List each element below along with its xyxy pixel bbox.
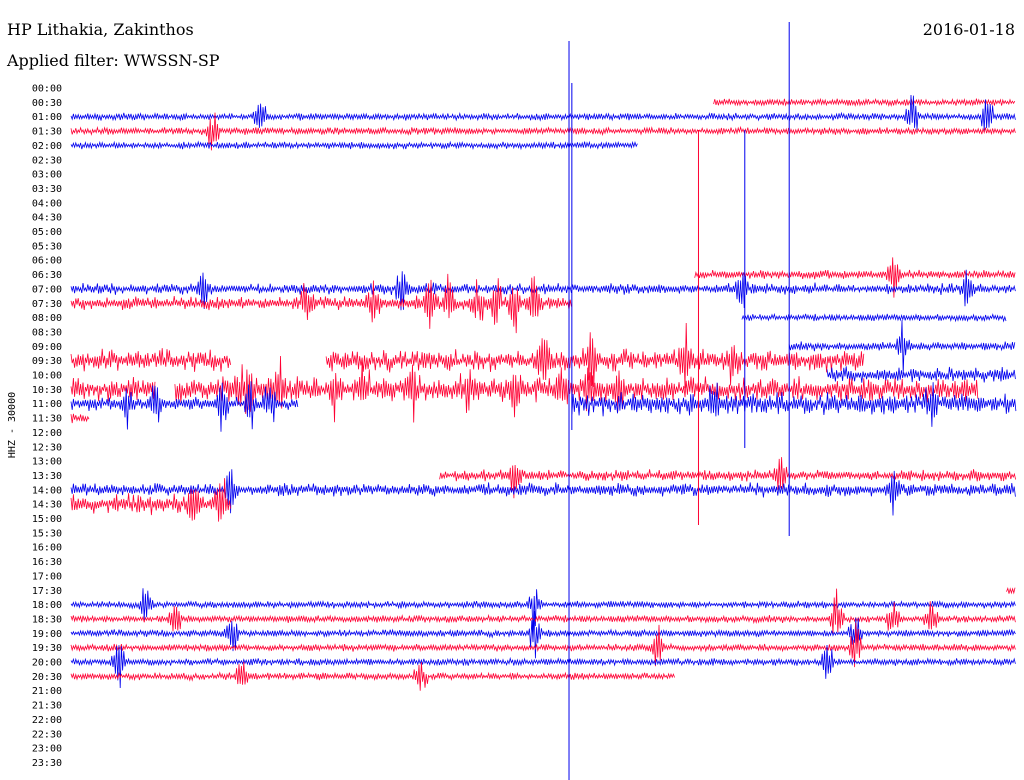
tick-label: 05:00 xyxy=(32,227,62,238)
tick-label: 02:30 xyxy=(32,155,62,166)
trace-blue-1 xyxy=(70,94,1016,131)
tick-label: 00:30 xyxy=(32,98,62,109)
tick-label: 04:00 xyxy=(32,198,62,209)
trace-red-2 xyxy=(70,112,1016,151)
trace-red-20 xyxy=(1006,587,1016,595)
tick-label: 05:30 xyxy=(32,241,62,252)
tick-label: 03:30 xyxy=(32,184,62,195)
tick-label: 11:00 xyxy=(32,399,62,410)
tick-label: 21:00 xyxy=(32,686,62,697)
tick-label: 12:30 xyxy=(32,442,62,453)
trace-red-17 xyxy=(439,457,1016,499)
tick-label: 07:00 xyxy=(32,284,62,295)
trace-red-24 xyxy=(70,622,1016,668)
y-axis-label: HHZ - 30000 xyxy=(7,392,18,458)
trace-blue-18 xyxy=(70,469,1016,516)
tick-label: 07:30 xyxy=(32,299,62,310)
station-title: HP Lithakia, Zakinthos xyxy=(7,20,194,39)
tick-label: 08:00 xyxy=(32,313,62,324)
tick-label: 13:30 xyxy=(32,471,62,482)
trace-blue-11 xyxy=(826,366,1016,383)
tick-label: 04:30 xyxy=(32,213,62,224)
trace-blue-7 xyxy=(741,312,1007,323)
tick-label: 06:00 xyxy=(32,256,62,267)
tick-label: 17:00 xyxy=(32,571,62,582)
tick-label: 09:00 xyxy=(32,342,62,353)
tick-label: 23:30 xyxy=(32,758,62,769)
trace-blue-15 xyxy=(571,382,1017,427)
tick-label: 01:30 xyxy=(32,127,62,138)
date-label: 2016-01-18 xyxy=(922,20,1015,39)
tick-label: 19:30 xyxy=(32,643,62,654)
tick-label: 14:00 xyxy=(32,485,62,496)
tick-label: 00:00 xyxy=(32,84,62,95)
tick-label: 16:00 xyxy=(32,543,62,554)
tick-label: 10:00 xyxy=(32,371,62,382)
trace-red-0 xyxy=(713,97,1016,108)
tick-label: 14:30 xyxy=(32,500,62,511)
trace-red-9 xyxy=(70,348,231,372)
tick-label: 23:00 xyxy=(32,744,62,755)
tick-label: 15:00 xyxy=(32,514,62,525)
tick-label: 11:30 xyxy=(32,414,62,425)
trace-red-12 xyxy=(70,376,156,402)
time-tick-labels: 00:00 00:30 01:00 01:30 02:00 02:30 03:00 03:30… xyxy=(32,84,62,769)
tick-label: 03:00 xyxy=(32,170,62,181)
tick-label: 12:00 xyxy=(32,428,62,439)
trace-red-26 xyxy=(70,661,675,691)
tick-label: 19:00 xyxy=(32,629,62,640)
trace-red-19 xyxy=(70,478,231,522)
tick-label: 09:30 xyxy=(32,356,62,367)
tick-label: 17:30 xyxy=(32,586,62,597)
seismic-traces xyxy=(70,94,1017,691)
tick-label: 13:00 xyxy=(32,457,62,468)
trace-blue-8 xyxy=(788,320,1016,374)
trace-blue-3 xyxy=(70,140,638,151)
tick-label: 06:30 xyxy=(32,270,62,281)
tick-label: 22:30 xyxy=(32,729,62,740)
trace-red-16 xyxy=(70,413,90,424)
tick-label: 16:30 xyxy=(32,557,62,568)
tick-label: 22:00 xyxy=(32,715,62,726)
tick-label: 02:00 xyxy=(32,141,62,152)
tick-label: 15:30 xyxy=(32,528,62,539)
trace-blue-5 xyxy=(70,269,1016,311)
tick-label: 18:30 xyxy=(32,614,62,625)
trace-blue-21 xyxy=(70,588,1016,635)
tick-label: 21:30 xyxy=(32,701,62,712)
trace-red-6 xyxy=(70,273,572,334)
trace-red-13 xyxy=(174,355,979,423)
trace-red-10 xyxy=(325,322,865,389)
tick-label: 01:00 xyxy=(32,112,62,123)
trace-blue-25 xyxy=(70,644,1016,689)
tick-label: 20:30 xyxy=(32,672,62,683)
trace-blue-23 xyxy=(70,610,1016,659)
tick-label: 18:00 xyxy=(32,600,62,611)
trace-blue-14 xyxy=(70,381,299,432)
trace-red-4 xyxy=(694,257,1016,298)
tick-label: 10:30 xyxy=(32,385,62,396)
tick-label: 20:00 xyxy=(32,658,62,669)
seismic-spikes xyxy=(568,22,790,780)
filter-label: Applied filter: WWSSN-SP xyxy=(7,51,220,70)
tick-label: 08:30 xyxy=(32,327,62,338)
trace-red-22 xyxy=(70,588,1016,634)
